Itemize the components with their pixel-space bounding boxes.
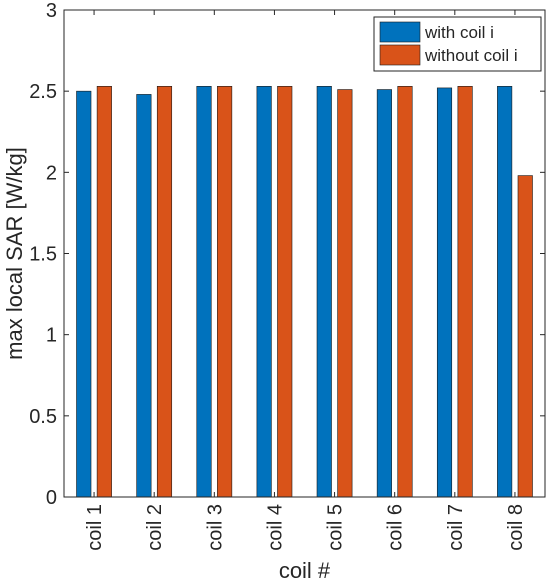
bar-series-1-coil-6 [376,89,392,498]
bar-series-1-coil-1 [76,90,92,498]
x-tick-label: coil 7 [445,504,467,551]
bar-series-2-coil-1 [96,86,112,498]
x-tick-label: coil 8 [505,504,527,551]
legend: with coil i without coil i [373,16,542,72]
x-tick-label: coil 4 [264,504,286,551]
bar-series-2-coil-8 [517,175,533,498]
x-tick-label: coil 6 [385,504,407,551]
x-tick-label: coil 3 [204,504,226,551]
bar-series-1-coil-8 [497,86,513,498]
bar-series-2-coil-7 [457,86,473,498]
y-tick-label: 0 [46,487,57,509]
bar-series-2-coil-5 [337,89,353,498]
y-tick-label: 3 [46,0,57,22]
axes-layer [63,9,546,498]
y-tick-label: 1.5 [29,244,57,266]
plot-frame [63,9,546,498]
legend-swatch-2 [379,44,421,66]
x-tick-label: coil 5 [325,504,347,551]
y-tick-label: 0.5 [29,406,57,428]
legend-swatch-1 [379,21,421,43]
legend-label-2: without coil i [424,46,518,65]
bar-series-1-coil-5 [316,86,332,498]
y-tick-label: 2 [46,162,57,184]
y-axis-title: max local SAR [W/kg] [2,147,27,360]
bar-series-2-coil-3 [217,86,233,498]
bar-series-1-coil-3 [196,86,212,498]
bar-series-1-coil-7 [436,87,453,498]
bar-series-2-coil-4 [277,86,293,498]
labels-layer: 0 0.5 1 1.5 2 2.5 3 coil 1 coil 2 coil 3 coil 4 coi… [29,0,527,551]
bar-series-1-coil-2 [136,94,152,498]
bar-series-1-coil-4 [256,86,272,498]
legend-label-1: with coil i [424,23,494,42]
x-tick-label: coil 1 [84,504,106,551]
x-axis-title: coil # [279,558,331,583]
x-tick-label: coil 2 [144,504,166,551]
bar-series-2-coil-6 [397,86,413,498]
bars-layer [76,86,533,498]
y-tick-label: 1 [46,325,57,347]
y-tick-label: 2.5 [29,81,57,103]
bar-series-2-coil-2 [156,86,173,498]
